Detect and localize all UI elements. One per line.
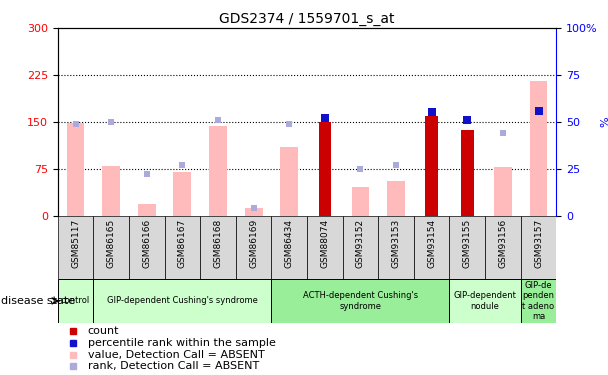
Bar bbox=[236, 216, 271, 279]
Bar bbox=[280, 147, 298, 216]
Bar bbox=[67, 123, 85, 216]
Bar bbox=[307, 216, 343, 279]
Text: GSM93157: GSM93157 bbox=[534, 219, 543, 268]
Text: GIP-dependent Cushing's syndrome: GIP-dependent Cushing's syndrome bbox=[107, 296, 258, 305]
Bar bbox=[94, 279, 271, 322]
Text: GSM93155: GSM93155 bbox=[463, 219, 472, 268]
Text: GSM93154: GSM93154 bbox=[427, 219, 436, 268]
Text: GSM88074: GSM88074 bbox=[320, 219, 330, 268]
Title: GDS2374 / 1559701_s_at: GDS2374 / 1559701_s_at bbox=[219, 12, 395, 26]
Bar bbox=[165, 216, 200, 279]
Text: GSM86165: GSM86165 bbox=[106, 219, 116, 268]
Text: value, Detection Call = ABSENT: value, Detection Call = ABSENT bbox=[88, 350, 264, 360]
Text: percentile rank within the sample: percentile rank within the sample bbox=[88, 338, 275, 348]
Bar bbox=[494, 167, 512, 216]
Text: GIP-de
penden
t adeno
ma: GIP-de penden t adeno ma bbox=[522, 281, 554, 321]
Bar bbox=[449, 279, 520, 322]
Text: GIP-dependent
nodule: GIP-dependent nodule bbox=[454, 291, 517, 310]
Bar bbox=[520, 216, 556, 279]
Text: GSM86167: GSM86167 bbox=[178, 219, 187, 268]
Text: GSM93153: GSM93153 bbox=[392, 219, 401, 268]
Bar bbox=[351, 188, 370, 216]
Bar bbox=[461, 130, 474, 216]
Text: ACTH-dependent Cushing's
syndrome: ACTH-dependent Cushing's syndrome bbox=[303, 291, 418, 310]
Text: GSM93156: GSM93156 bbox=[499, 219, 508, 268]
Bar bbox=[94, 216, 129, 279]
Bar bbox=[58, 216, 94, 279]
Text: count: count bbox=[88, 326, 119, 336]
Text: disease state: disease state bbox=[1, 296, 75, 306]
Bar bbox=[129, 216, 165, 279]
Bar bbox=[244, 208, 263, 216]
Text: GSM85117: GSM85117 bbox=[71, 219, 80, 268]
Bar bbox=[102, 166, 120, 216]
Bar bbox=[485, 216, 520, 279]
Bar bbox=[387, 181, 405, 216]
Bar bbox=[414, 216, 449, 279]
Bar bbox=[319, 122, 331, 216]
Bar bbox=[343, 216, 378, 279]
Text: rank, Detection Call = ABSENT: rank, Detection Call = ABSENT bbox=[88, 362, 259, 371]
Text: GSM86166: GSM86166 bbox=[142, 219, 151, 268]
Text: control: control bbox=[61, 296, 90, 305]
Bar bbox=[449, 216, 485, 279]
Bar bbox=[378, 216, 414, 279]
Text: GSM86168: GSM86168 bbox=[213, 219, 223, 268]
Bar bbox=[209, 126, 227, 216]
Text: GSM93152: GSM93152 bbox=[356, 219, 365, 268]
Bar bbox=[58, 279, 94, 322]
Bar bbox=[520, 279, 556, 322]
Bar bbox=[173, 172, 192, 216]
Bar bbox=[271, 216, 307, 279]
Bar bbox=[200, 216, 236, 279]
Bar bbox=[426, 116, 438, 216]
Bar bbox=[530, 81, 547, 216]
Text: GSM86169: GSM86169 bbox=[249, 219, 258, 268]
Bar bbox=[271, 279, 449, 322]
Text: GSM86434: GSM86434 bbox=[285, 219, 294, 268]
Y-axis label: %: % bbox=[601, 117, 608, 127]
Bar bbox=[138, 204, 156, 216]
